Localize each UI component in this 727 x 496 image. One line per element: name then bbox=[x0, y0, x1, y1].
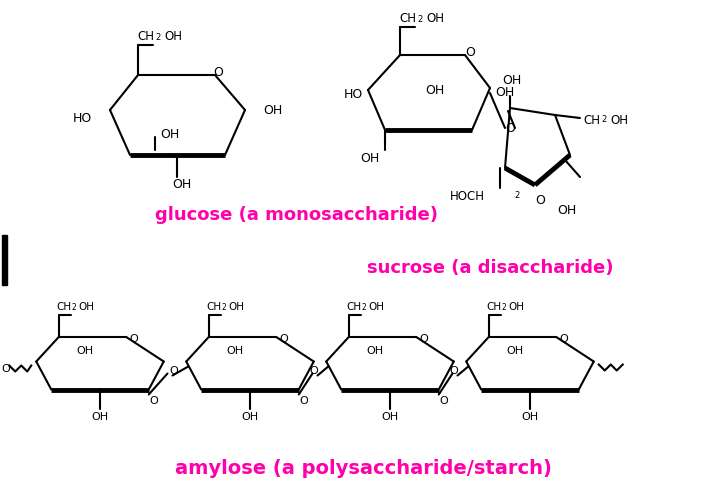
Text: HOCH: HOCH bbox=[450, 189, 485, 202]
Text: O: O bbox=[2, 365, 11, 374]
Text: OH: OH bbox=[369, 302, 385, 312]
Text: 2: 2 bbox=[222, 303, 226, 311]
Text: OH: OH bbox=[92, 412, 108, 422]
Text: 2: 2 bbox=[502, 303, 506, 311]
Text: OH: OH bbox=[79, 302, 95, 312]
Text: 2: 2 bbox=[417, 14, 422, 23]
Text: CH: CH bbox=[400, 12, 417, 25]
Text: O: O bbox=[535, 193, 545, 206]
Text: 2: 2 bbox=[361, 303, 366, 311]
Text: OH: OH bbox=[229, 302, 245, 312]
Text: OH: OH bbox=[426, 12, 444, 25]
Text: OH: OH bbox=[366, 346, 384, 356]
Text: O: O bbox=[439, 396, 448, 407]
Text: CH: CH bbox=[56, 302, 71, 312]
Text: OH: OH bbox=[610, 114, 628, 126]
Text: glucose (a monosaccharide): glucose (a monosaccharide) bbox=[155, 206, 438, 224]
Text: O: O bbox=[170, 367, 179, 376]
Text: OH: OH bbox=[241, 412, 259, 422]
Text: O: O bbox=[280, 334, 289, 344]
Text: O: O bbox=[420, 334, 429, 344]
Text: OH: OH bbox=[382, 412, 398, 422]
Text: HO: HO bbox=[73, 112, 92, 124]
Text: OH: OH bbox=[502, 73, 521, 86]
Text: O: O bbox=[505, 122, 515, 134]
Text: O: O bbox=[310, 367, 318, 376]
Text: OH: OH bbox=[164, 30, 182, 44]
Text: OH: OH bbox=[226, 346, 244, 356]
Text: OH: OH bbox=[263, 104, 282, 117]
Text: OH: OH bbox=[507, 346, 523, 356]
Text: OH: OH bbox=[521, 412, 539, 422]
Text: O: O bbox=[465, 47, 475, 60]
Text: O: O bbox=[300, 396, 308, 407]
Text: CH: CH bbox=[137, 30, 155, 44]
Text: 2: 2 bbox=[601, 116, 606, 124]
Text: CH: CH bbox=[206, 302, 221, 312]
Text: 2: 2 bbox=[156, 33, 161, 42]
Text: CH: CH bbox=[346, 302, 361, 312]
Text: OH: OH bbox=[495, 86, 515, 100]
Text: O: O bbox=[560, 334, 569, 344]
Text: O: O bbox=[130, 334, 139, 344]
Text: 2: 2 bbox=[71, 303, 76, 311]
Text: HO: HO bbox=[344, 88, 363, 102]
Text: OH: OH bbox=[160, 128, 180, 141]
Text: OH: OH bbox=[76, 346, 94, 356]
Text: OH: OH bbox=[361, 151, 379, 165]
Text: O: O bbox=[213, 66, 223, 79]
Text: OH: OH bbox=[425, 83, 444, 97]
Text: OH: OH bbox=[557, 203, 577, 216]
Text: O: O bbox=[450, 367, 459, 376]
Bar bbox=[2, 235, 7, 285]
Text: 2: 2 bbox=[515, 191, 520, 200]
Text: sucrose (a disaccharide): sucrose (a disaccharide) bbox=[366, 259, 614, 277]
Text: amylose (a polysaccharide/starch): amylose (a polysaccharide/starch) bbox=[174, 458, 552, 478]
Text: CH: CH bbox=[486, 302, 502, 312]
Text: O: O bbox=[149, 396, 158, 407]
Text: CH: CH bbox=[584, 114, 601, 126]
Text: OH: OH bbox=[509, 302, 525, 312]
Text: OH: OH bbox=[172, 179, 192, 191]
